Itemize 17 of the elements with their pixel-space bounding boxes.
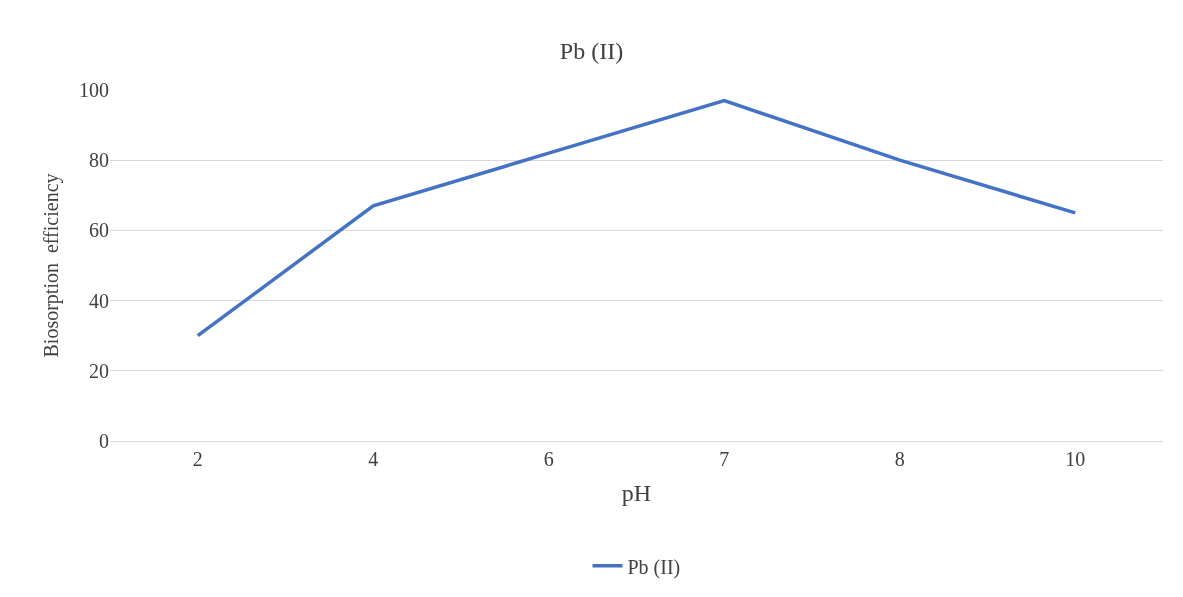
x-tick-label: 2 xyxy=(192,448,203,470)
y-tick-label: 20 xyxy=(89,359,109,382)
x-tick-label: 4 xyxy=(368,448,379,470)
y-tick-label: 0 xyxy=(99,430,109,452)
chart-title: Pb (II) xyxy=(559,37,624,64)
line-series xyxy=(196,98,1077,338)
x-axis-title: pH xyxy=(621,480,652,507)
y-tick-label: 100 xyxy=(79,79,109,101)
x-tick-label: 10 xyxy=(1065,448,1086,470)
y-tick-label: 60 xyxy=(89,219,109,242)
y-axis-title: Biosorption efficiency xyxy=(39,173,63,358)
x-tick-label: 7 xyxy=(719,448,730,470)
y-tick-label: 80 xyxy=(89,149,109,172)
legend-label: Pb (II) xyxy=(627,555,681,579)
y-tick-label: 40 xyxy=(89,289,109,312)
x-tick-label: 6 xyxy=(543,448,554,470)
x-tick-label: 8 xyxy=(894,448,905,470)
